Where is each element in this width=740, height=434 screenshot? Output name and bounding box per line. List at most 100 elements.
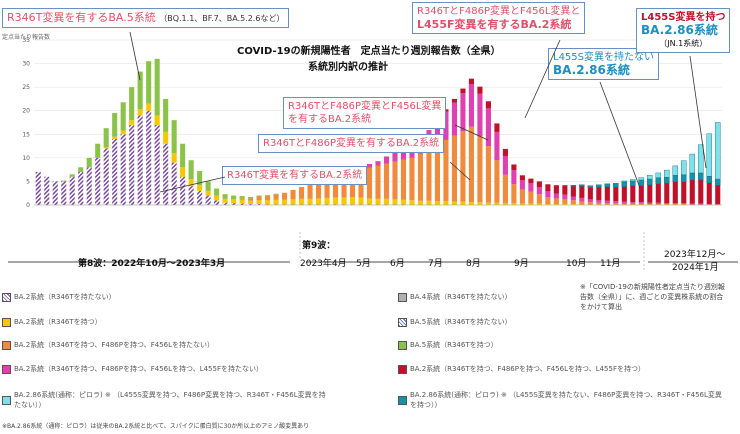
bar-ba2_R: [494, 202, 500, 205]
bar-ba2_R_F486P_F456L: [604, 200, 610, 204]
bar-ba2_noR: [120, 134, 126, 205]
bar-ba2_R_F486P_F456L: [400, 147, 407, 160]
bar-ba2_R_F486P: [256, 196, 262, 201]
bar-stack: [366, 163, 373, 205]
bar-ba2_R: [290, 199, 296, 205]
bar-ba2_L455F: [604, 186, 610, 201]
bar-ba286_L455S: [681, 160, 687, 176]
bar-ba2_noR: [146, 110, 152, 205]
bar-ba2_R: [358, 197, 364, 205]
bar-stack: [536, 181, 542, 205]
bar-ba2_R_F486P_F456L: [536, 187, 542, 195]
bar-stack: [468, 78, 474, 205]
bar-ba5_R: [239, 196, 245, 199]
bar-ba2_R_F486P: [638, 203, 644, 205]
bar-ba2_R_F486P: [426, 148, 432, 201]
bar-ba286_noL455S: [689, 172, 696, 181]
bar-ba2_noR: [248, 204, 254, 205]
bar-stack: [154, 58, 160, 205]
legend-item: BA.2系統（R346Tを持つ、F486Pを持つ、F456Lを持つ、L455Fを…: [2, 364, 263, 374]
bar-ba2_R_F486P: [443, 139, 449, 202]
wave8-label: 第8波：2022年10月～2023年3月: [78, 259, 226, 269]
bar-ba2_R_F486P_F456L: [494, 131, 500, 161]
bar-ba2_R: [188, 179, 194, 187]
bar-ba5_R: [69, 174, 75, 177]
legend-swatch: [2, 292, 11, 302]
bar-ba2_R_F486P_F456L: [613, 201, 619, 204]
bar-ba2_R_F486P_F456L: [570, 196, 576, 201]
bar-ba2_R_F486P: [451, 135, 457, 202]
bar-ba5_R: [188, 160, 194, 180]
bar-ba2_R_F486P: [570, 200, 576, 205]
bar-ba2_R: [409, 200, 415, 205]
y-tick-label: 20: [22, 108, 30, 115]
bar-ba2_R_F486P_F456L: [383, 156, 390, 164]
bar-ba2_R: [154, 115, 160, 125]
bar-ba2_R_F486P: [477, 136, 483, 203]
bar-ba2_R: [417, 200, 424, 205]
bar-ba2_R_F486P_F456L: [366, 163, 373, 168]
bar-ba2_R_F486P: [596, 202, 602, 205]
bar-ba2_R: [222, 198, 228, 203]
bar-ba2_R: [332, 197, 339, 205]
bar-ba2_R_F486P: [536, 194, 542, 204]
bar-ba5_R: [222, 194, 228, 199]
bar-ba2_noR: [154, 124, 160, 205]
y-tick-label: 10: [22, 155, 30, 162]
y-tick-label: 0: [26, 202, 30, 209]
bar-stack: [434, 119, 441, 205]
bar-ba286_noL455S: [715, 178, 721, 186]
bar-ba2_R_F486P: [409, 157, 415, 201]
bar-ba286_L455S: [715, 122, 721, 180]
bar-ba2_R: [112, 136, 118, 139]
y-tick-labels: 0 5 10 15 20 25 30 35: [22, 37, 30, 209]
month-nov: 11月: [600, 259, 621, 269]
bar-stack: [231, 195, 237, 205]
bar-ba2_R: [349, 196, 356, 205]
bar-stack: [375, 161, 381, 205]
bar-stack: [112, 113, 118, 205]
y-axis-label: 定点当たり報告数: [2, 34, 51, 41]
bar-stack: [485, 101, 491, 205]
bar-ba2_R_F486P: [341, 173, 347, 198]
bar-ba5_R: [214, 188, 220, 196]
bar-ba2_R: [443, 201, 449, 205]
late-period-line1: 2023年12月～: [664, 250, 726, 260]
bar-ba2_L455F: [664, 183, 670, 204]
bar-ba2_noR: [205, 195, 211, 205]
bar-ba2_R_F486P: [265, 195, 271, 201]
bar-stack: [248, 196, 254, 205]
bar-ba5_R: [231, 195, 237, 200]
bar-ba2_L455F: [613, 187, 619, 202]
bar-stack: [129, 87, 135, 205]
bar-ba2_R_F486P_F456L: [528, 183, 534, 192]
bar-stack: [35, 172, 41, 205]
bar-ba2_R: [511, 203, 517, 205]
bar-ba2_R_F486P: [604, 203, 610, 205]
callout-ba2-f456l: R346TとF486P変異とF456L変異 を有するBA.2系統: [283, 97, 447, 129]
chart-title-line2: 系統別内訳の推計: [308, 62, 388, 73]
bar-ba2_R_F486P: [562, 199, 568, 205]
bar-ba2_L455F: [715, 185, 721, 205]
bar-ba2_R: [528, 203, 534, 205]
bar-ba2_L455F: [528, 178, 534, 184]
legend-label: BA.2系統（R346Tを持つ、F486Pを持つ、F456Lを持つ、L455Fを…: [410, 365, 645, 373]
footnote: ※BA.2.86系統（通称：ピロラ）は従来のBA.2系統と比べて、スパイクに蛋白…: [2, 423, 310, 430]
bar-ba5_R: [171, 120, 177, 154]
bar-ba286_L455S: [630, 179, 636, 182]
bar-ba2_noR: [214, 200, 220, 205]
bar-stack: [570, 184, 577, 205]
bar-ba2_R: [299, 198, 305, 205]
bar-ba2_R: [214, 195, 220, 201]
bar-ba2_L455F: [638, 185, 644, 203]
bar-ba2_R_F486P_F456L: [630, 202, 636, 204]
callout-ba286-nol455s: L455S変異を持たない BA.2.86系統: [548, 48, 660, 80]
bar-ba2_L455F: [689, 180, 695, 204]
bar-stack: [672, 165, 679, 205]
bar-stack: [78, 167, 84, 205]
bar-ba286_L455S: [621, 180, 628, 183]
bar-ba286_L455S: [706, 133, 713, 177]
bar-ba2_L455F: [596, 187, 602, 201]
wave9-label: 第9波：: [302, 241, 336, 251]
bar-ba2_R: [341, 197, 347, 205]
